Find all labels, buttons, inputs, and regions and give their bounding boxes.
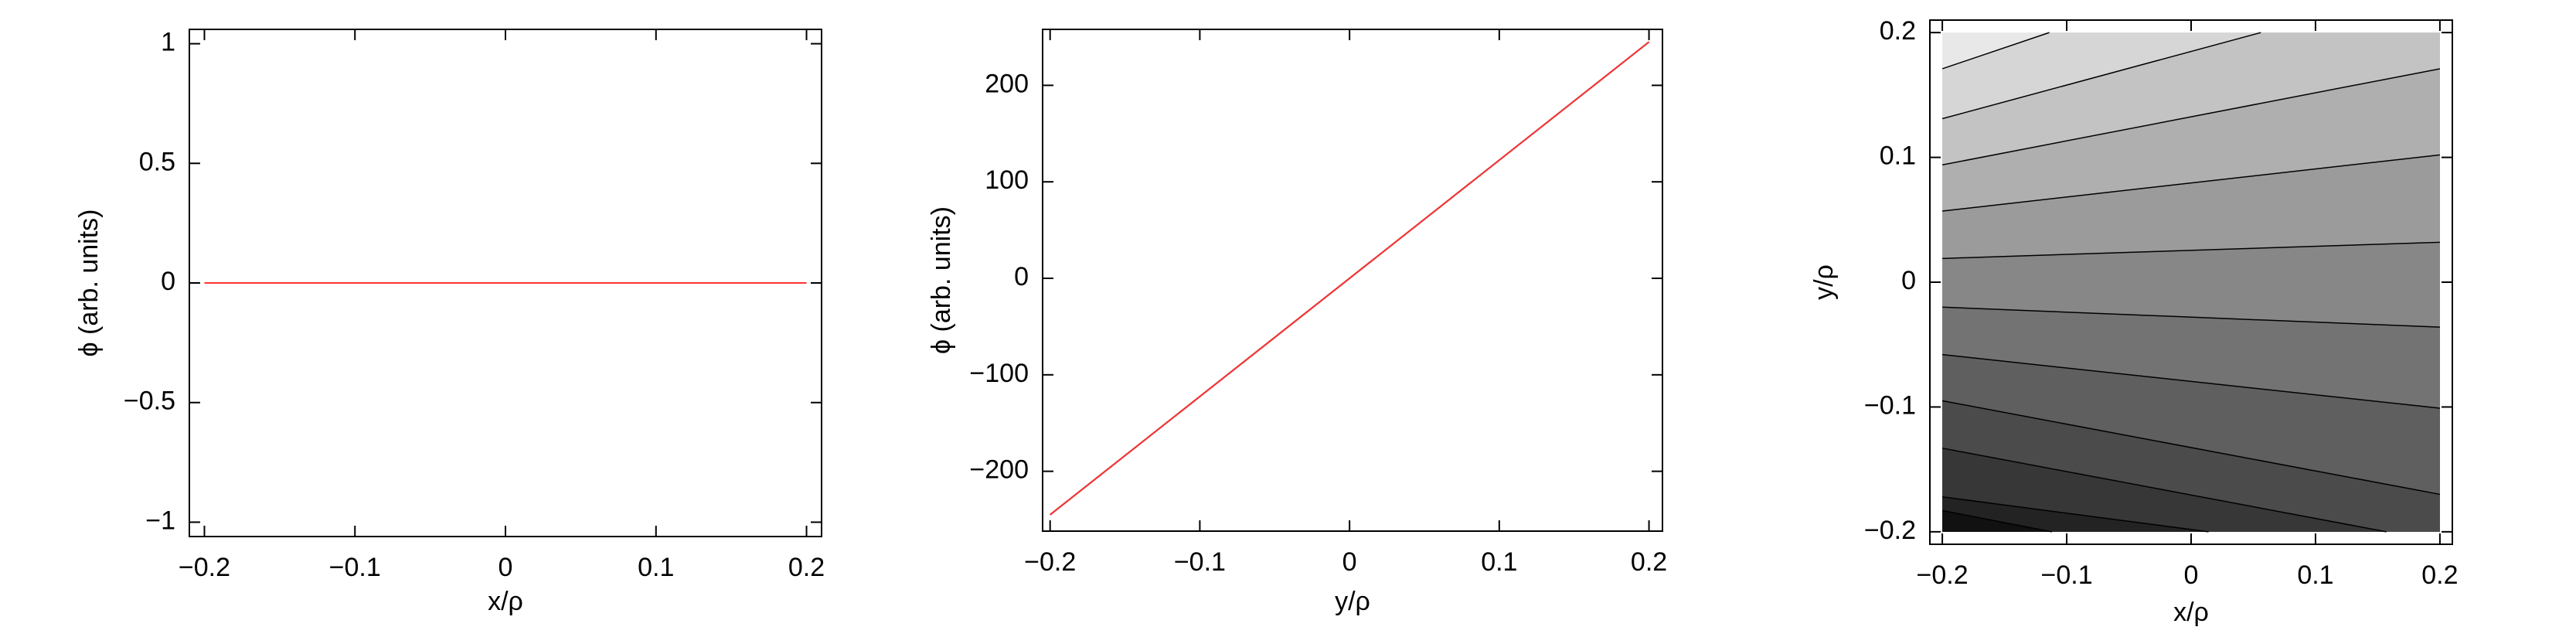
y-tick-label: −0.1 xyxy=(1864,390,1916,420)
contour-line xyxy=(1942,241,2440,260)
contour-line xyxy=(1941,509,2052,533)
contour-line xyxy=(1941,496,2209,533)
contour-line xyxy=(1941,32,2261,120)
plot-frame xyxy=(1042,29,1663,532)
contour-line xyxy=(1942,306,2440,328)
x-axis-label: x/ρ xyxy=(488,587,523,616)
y-tick-label: −100 xyxy=(969,359,1029,388)
data-line xyxy=(1050,41,1650,516)
y-tick-label: 1 xyxy=(161,28,175,57)
y-tick-label: −1 xyxy=(145,506,175,535)
x-tick-label: 0.1 xyxy=(1481,547,1517,577)
y-tick-label: 100 xyxy=(985,165,1029,195)
x-tick-label: −0.2 xyxy=(1917,561,1969,590)
x-tick-label: −0.1 xyxy=(2040,561,2092,590)
x-tick-label: 0 xyxy=(2184,561,2199,590)
contour-line xyxy=(1942,154,2440,212)
x-tick-label: 0.1 xyxy=(638,553,674,582)
y-tick-label: 0 xyxy=(1901,266,1916,295)
x-tick-label: −0.2 xyxy=(1024,547,1076,577)
y-axis-label: y/ρ xyxy=(1809,264,1839,300)
y-tick-label: 0 xyxy=(1014,262,1029,291)
x-tick-label: 0.2 xyxy=(788,553,825,582)
x-tick-label: 0.2 xyxy=(1631,547,1667,577)
x-tick-label: 0 xyxy=(499,553,513,582)
x-tick-label: 0.2 xyxy=(2421,561,2458,590)
contour-line xyxy=(1941,68,2441,165)
y-tick-label: −0.2 xyxy=(1864,516,1916,545)
x-tick-label: 0 xyxy=(1342,547,1357,577)
contour-line xyxy=(1942,353,2440,409)
y-tick-label: 0 xyxy=(161,267,175,296)
y-axis-label: ϕ (arb. units) xyxy=(74,210,104,357)
y-tick-label: 0.2 xyxy=(1880,16,1916,46)
x-tick-label: −0.2 xyxy=(179,553,230,582)
contour-line xyxy=(1941,32,2050,70)
contour-line xyxy=(1941,400,2441,496)
x-tick-label: −0.1 xyxy=(1174,547,1226,577)
y-axis-label: ϕ (arb. units) xyxy=(927,206,956,354)
y-tick-label: −0.5 xyxy=(124,387,175,416)
x-tick-label: 0.1 xyxy=(2297,561,2333,590)
y-tick-label: 0.1 xyxy=(1880,141,1916,171)
y-tick-label: 0.5 xyxy=(139,147,175,176)
x-axis-label: x/ρ xyxy=(2173,598,2209,627)
x-axis-label: y/ρ xyxy=(1335,587,1370,616)
x-tick-label: −0.1 xyxy=(329,553,381,582)
y-tick-label: 200 xyxy=(985,69,1029,98)
y-tick-label: −200 xyxy=(969,455,1029,485)
contour-line xyxy=(1941,447,2387,533)
